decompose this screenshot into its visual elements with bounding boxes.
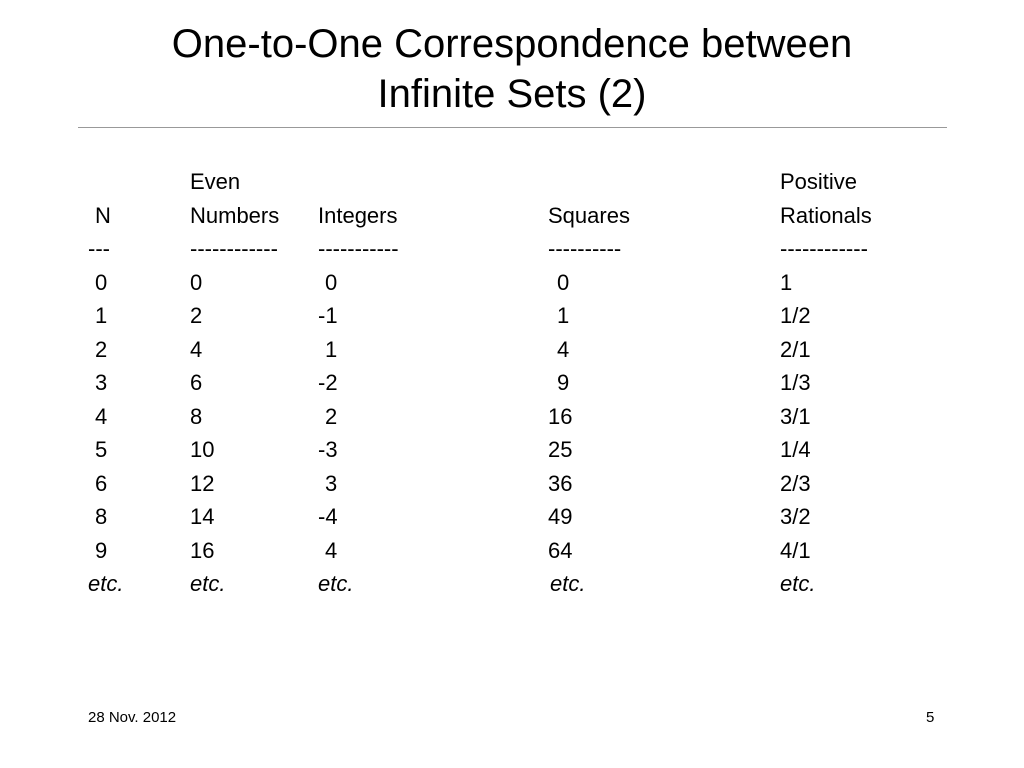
- table-cell: -4: [318, 504, 338, 529]
- table-cell: 6: [190, 370, 203, 395]
- slide-title: One-to-One Correspondence between: [171, 22, 853, 66]
- table-cell: 1: [95, 303, 108, 328]
- table-cell: 1/3: [780, 370, 811, 395]
- table-cell: 4: [325, 537, 338, 563]
- title-rule: [78, 127, 947, 128]
- table-cell: 10: [190, 437, 215, 462]
- table-cell: 8: [190, 403, 203, 429]
- column-heading: Numbers: [190, 202, 280, 228]
- etc-cell: etc.: [318, 571, 354, 596]
- table-cell: 3/1: [780, 403, 811, 429]
- column-rule: ------------: [780, 236, 868, 261]
- table-cell: 4: [95, 403, 108, 429]
- column-heading: Integers: [318, 202, 398, 228]
- table-cell: 1: [780, 269, 793, 295]
- etc-cell: etc.: [190, 571, 226, 596]
- table-cell: 2: [190, 303, 203, 328]
- table-cell: 3/2: [780, 504, 811, 529]
- table-cell: 64: [548, 537, 573, 563]
- etc-cell: etc.: [88, 571, 124, 596]
- table-cell: -2: [318, 370, 338, 395]
- column-rule: ----------: [548, 236, 622, 261]
- etc-cell: etc.: [550, 571, 586, 596]
- table-cell: 0: [95, 269, 108, 295]
- etc-cell: etc.: [780, 571, 816, 596]
- table-cell: 1/2: [780, 303, 811, 328]
- table-cell: 16: [548, 403, 573, 429]
- table-cell: 8: [95, 504, 108, 529]
- table-cell: 49: [548, 504, 573, 529]
- column-heading: Positive: [780, 169, 858, 194]
- table-cell: 2: [95, 336, 108, 362]
- table-cell: 16: [190, 537, 215, 563]
- table-cell: 5: [95, 437, 108, 462]
- column-rule: ------------: [190, 236, 278, 261]
- table-cell: -3: [318, 437, 338, 462]
- table-cell: 9: [95, 537, 108, 563]
- table-cell: 1: [325, 336, 338, 362]
- table-cell: 3: [325, 470, 338, 496]
- table-cell: -1: [318, 303, 338, 328]
- table-cell: 2: [325, 403, 338, 429]
- table-cell: 4: [190, 336, 203, 362]
- table-cell: 2/3: [780, 470, 811, 496]
- table-cell: 1/4: [780, 437, 811, 462]
- table-cell: 14: [190, 504, 215, 529]
- column-heading: Even: [190, 169, 241, 194]
- table-cell: 12: [190, 470, 215, 496]
- column-rule: -----------: [318, 236, 399, 261]
- table-cell: 2/1: [780, 336, 811, 362]
- column-heading: N: [95, 202, 111, 228]
- table-cell: 0: [325, 269, 338, 295]
- column-rule: ---: [88, 236, 110, 261]
- page-number: 5: [926, 709, 935, 726]
- table-cell: 6: [95, 470, 108, 496]
- table-cell: 1: [557, 303, 570, 328]
- column-heading: Rationals: [780, 202, 872, 228]
- table-cell: 36: [548, 470, 573, 496]
- table-cell: 9: [557, 370, 570, 395]
- table-cell: 0: [557, 269, 570, 295]
- table-cell: 0: [190, 269, 203, 295]
- table-cell: 3: [95, 370, 108, 395]
- table-cell: 4: [557, 336, 570, 362]
- footer-date: 28 Nov. 2012: [88, 709, 177, 726]
- column-heading: Squares: [548, 202, 630, 228]
- slide-title: Infinite Sets (2): [377, 72, 647, 116]
- table-cell: 4/1: [780, 537, 811, 563]
- table-cell: 25: [548, 437, 573, 462]
